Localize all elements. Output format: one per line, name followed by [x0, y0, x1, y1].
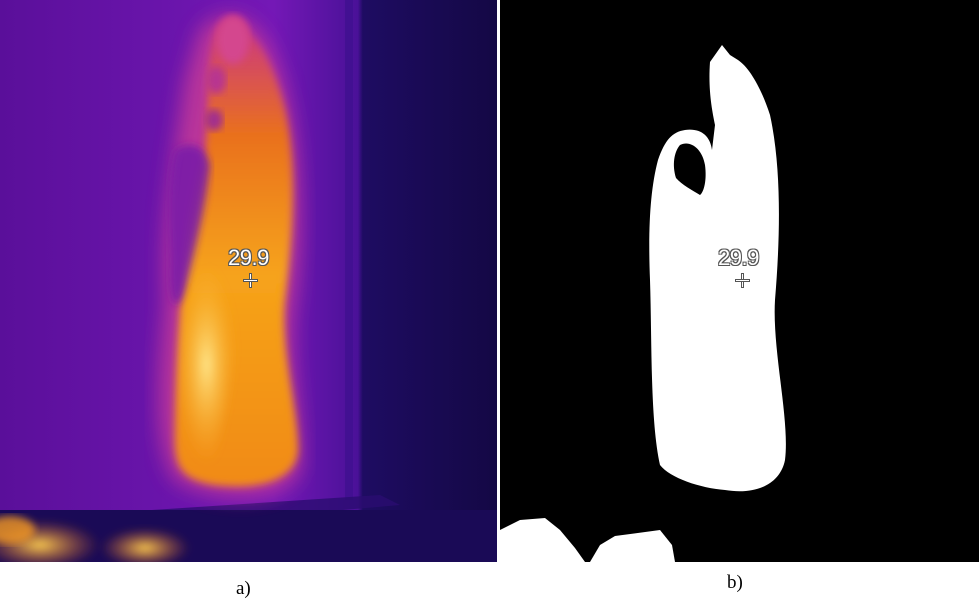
- segmentation-mask-panel: 29.9: [500, 0, 979, 562]
- crosshair-icon: [736, 274, 749, 287]
- segmentation-mask: [500, 0, 979, 562]
- caption-a: a): [236, 578, 251, 599]
- temperature-readout: 29.9: [718, 245, 759, 270]
- crosshair-icon: [244, 274, 257, 287]
- temperature-readout: 29.9: [228, 245, 269, 270]
- thermal-image-panel: 29.9: [0, 0, 497, 562]
- thermal-image: [0, 0, 497, 562]
- caption-b: b): [727, 572, 743, 593]
